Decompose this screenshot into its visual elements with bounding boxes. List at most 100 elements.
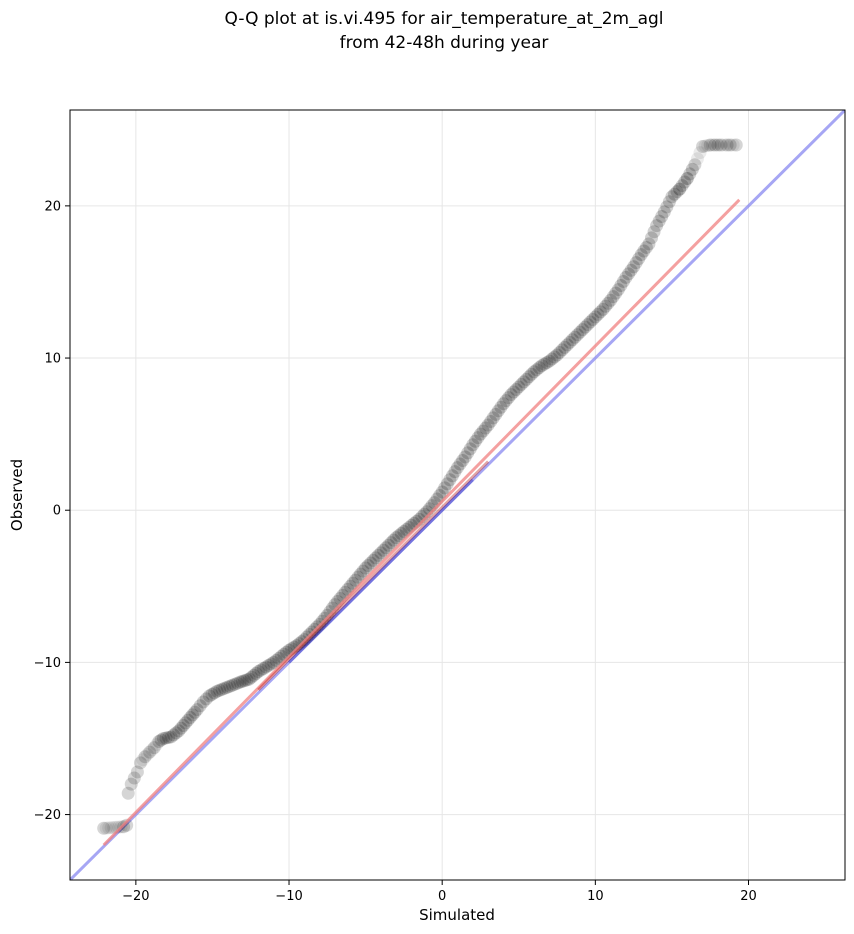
qq-point xyxy=(196,695,210,709)
fit-line-inner xyxy=(257,460,490,691)
qq-point xyxy=(138,750,152,764)
qq-point xyxy=(660,200,674,214)
qq-point xyxy=(717,138,731,152)
y-axis-label: Observed xyxy=(8,459,26,531)
qq-point xyxy=(387,533,401,547)
qq-point xyxy=(558,340,572,354)
qq-point xyxy=(555,343,569,357)
qq-point xyxy=(392,529,406,543)
qq-point xyxy=(371,548,385,562)
qq-point xyxy=(438,481,452,495)
qq-point xyxy=(629,256,643,270)
qq-point xyxy=(720,138,734,152)
qq-point xyxy=(262,658,276,672)
qq-point xyxy=(604,293,618,307)
qq-tail-point xyxy=(708,138,722,152)
qq-point xyxy=(244,670,258,684)
qq-point xyxy=(591,307,605,321)
qq-point xyxy=(701,139,715,153)
qq-point xyxy=(711,138,725,152)
qq-point xyxy=(647,225,661,239)
qq-point xyxy=(242,672,256,686)
qq-point xyxy=(143,745,157,759)
qq-point xyxy=(251,665,265,679)
qq-point xyxy=(609,286,623,300)
qq-point xyxy=(553,345,567,359)
qq-point xyxy=(356,564,370,578)
qq-point xyxy=(225,678,239,692)
qq-point xyxy=(254,663,268,677)
qq-point xyxy=(154,733,168,747)
qq-point xyxy=(683,167,697,181)
qq-point xyxy=(181,713,195,727)
qq-point xyxy=(346,576,360,590)
qq-point xyxy=(714,138,728,152)
qq-point xyxy=(496,397,510,411)
qq-point xyxy=(440,477,454,491)
qq-point xyxy=(174,721,188,735)
x-tick-label: −10 xyxy=(275,889,302,904)
qq-point xyxy=(397,525,411,539)
qq-point xyxy=(650,219,664,233)
qq-point xyxy=(292,637,306,651)
qq-point xyxy=(611,283,625,297)
qq-point xyxy=(199,692,213,706)
x-tick-label: −20 xyxy=(122,889,149,904)
qq-point xyxy=(235,674,249,688)
qq-point xyxy=(703,138,717,152)
qq-tail-point xyxy=(124,777,138,791)
qq-point xyxy=(213,683,227,697)
qq-point xyxy=(361,559,375,573)
qq-point xyxy=(514,377,528,391)
qq-point xyxy=(456,454,470,468)
qq-tail-point xyxy=(720,138,734,152)
qq-point xyxy=(233,675,247,689)
qq-tail-point xyxy=(121,786,135,800)
identity-line xyxy=(70,110,845,880)
qq-point xyxy=(351,570,365,584)
qq-point xyxy=(634,248,648,262)
qq-point xyxy=(568,330,582,344)
qq-point xyxy=(619,270,633,284)
qq-point xyxy=(453,457,467,471)
qq-point xyxy=(535,359,549,373)
x-tick-label: 20 xyxy=(740,889,757,904)
qq-point xyxy=(509,382,523,396)
qq-point xyxy=(723,138,737,152)
qq-point xyxy=(667,187,681,201)
qq-point xyxy=(494,400,508,414)
qq-point xyxy=(240,673,254,687)
qq-point xyxy=(172,724,186,738)
qq-point xyxy=(320,608,334,622)
fit-line-segment xyxy=(102,198,741,847)
qq-point xyxy=(369,551,383,565)
qq-point xyxy=(205,687,219,701)
qq-point xyxy=(140,747,154,761)
identity-line-segment xyxy=(70,110,845,880)
qq-point xyxy=(499,394,513,408)
qq-point xyxy=(565,333,579,347)
qq-tail-point xyxy=(703,138,717,152)
qq-tail-point xyxy=(133,756,147,770)
qq-point xyxy=(264,657,278,671)
qq-point xyxy=(468,434,482,448)
y-tick-label: −20 xyxy=(34,808,61,823)
qq-point xyxy=(657,205,671,219)
qq-point xyxy=(374,546,388,560)
qq-point xyxy=(159,731,173,745)
qq-point xyxy=(588,310,602,324)
qq-point xyxy=(152,735,166,749)
qq-tail-point xyxy=(723,138,737,152)
qq-point xyxy=(202,689,216,703)
qq-point xyxy=(389,531,403,545)
qq-point xyxy=(247,668,261,682)
qq-point xyxy=(384,536,398,550)
qq-point xyxy=(145,743,159,757)
qq-point xyxy=(573,325,587,339)
qq-point xyxy=(176,719,190,733)
qq-point xyxy=(215,682,229,696)
qq-point xyxy=(662,195,676,209)
qq-point xyxy=(162,730,176,744)
qq-point xyxy=(156,731,170,745)
qq-point xyxy=(121,786,135,800)
